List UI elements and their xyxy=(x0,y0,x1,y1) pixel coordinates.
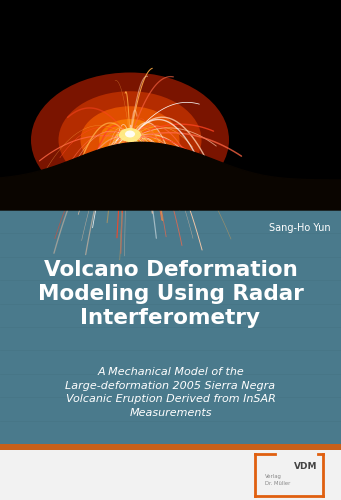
Text: VDM: VDM xyxy=(294,462,317,471)
Ellipse shape xyxy=(115,130,145,150)
Bar xyxy=(0,444,341,450)
Ellipse shape xyxy=(99,119,161,161)
Bar xyxy=(0,210,341,444)
Text: A Mechanical Model of the
Large-deformation 2005 Sierra Negra
Volcanic Eruption : A Mechanical Model of the Large-deformat… xyxy=(65,367,276,418)
Text: Sang-Ho Yun: Sang-Ho Yun xyxy=(269,223,331,233)
Ellipse shape xyxy=(125,130,135,138)
Text: Verlag
Dr. Müller: Verlag Dr. Müller xyxy=(265,474,291,486)
Bar xyxy=(0,450,341,500)
Ellipse shape xyxy=(31,72,229,208)
Ellipse shape xyxy=(80,106,179,174)
Ellipse shape xyxy=(119,128,141,142)
Text: Volcano Deformation
Modeling Using Radar
Interferometry: Volcano Deformation Modeling Using Radar… xyxy=(38,260,303,328)
Bar xyxy=(0,0,341,210)
Ellipse shape xyxy=(59,91,202,188)
